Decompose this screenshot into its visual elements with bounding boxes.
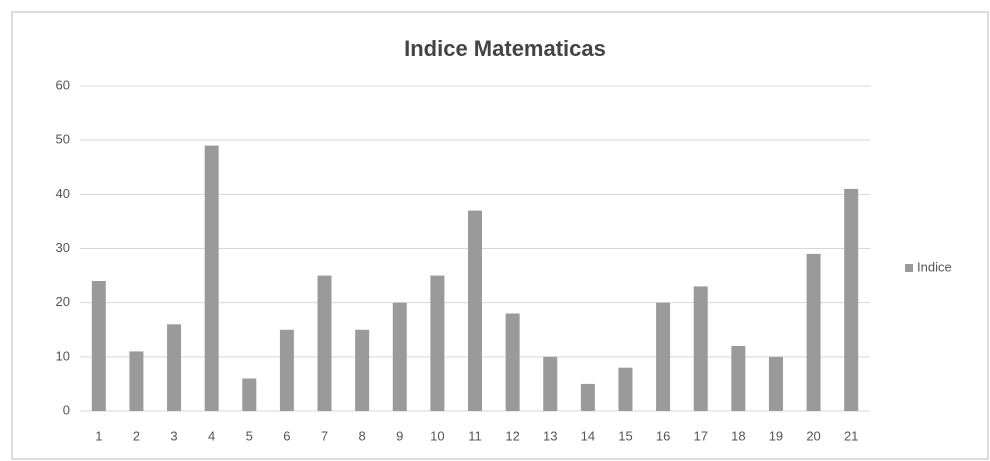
x-tick-label: 9 (396, 428, 403, 443)
bar (618, 367, 633, 411)
bar (430, 275, 445, 411)
x-tick-label: 19 (769, 428, 783, 443)
y-tick-label: 60 (56, 77, 70, 92)
x-tick-label: 8 (359, 428, 366, 443)
bar (317, 275, 332, 411)
bar (806, 253, 821, 411)
bar (392, 302, 407, 411)
x-tick-label: 18 (731, 428, 745, 443)
chart-frame (11, 11, 989, 460)
x-tick-label: 13 (543, 428, 557, 443)
bar (656, 302, 671, 411)
bar (505, 313, 520, 411)
bar (279, 329, 294, 411)
bar (242, 378, 257, 411)
bar (91, 281, 106, 411)
y-tick-label: 10 (56, 348, 70, 363)
x-tick-label: 4 (208, 428, 215, 443)
y-tick-label: 50 (56, 132, 70, 147)
bar (543, 356, 558, 411)
x-tick-label: 3 (170, 428, 177, 443)
bar (355, 329, 370, 411)
y-tick-label: 20 (56, 294, 70, 309)
y-tick-label: 40 (56, 186, 70, 201)
x-tick-label: 1 (95, 428, 102, 443)
bar (731, 346, 746, 411)
x-tick-label: 12 (505, 428, 519, 443)
bar (204, 145, 219, 412)
y-tick-label: 30 (56, 240, 70, 255)
chart-title: Indice Matematicas (404, 36, 606, 61)
x-tick-label: 10 (430, 428, 444, 443)
x-tick-label: 11 (468, 428, 482, 443)
x-tick-label: 15 (618, 428, 632, 443)
x-tick-label: 7 (321, 428, 328, 443)
bar (129, 351, 144, 411)
legend-label: Indice (917, 259, 952, 274)
bar (844, 188, 859, 411)
x-tick-label: 5 (246, 428, 253, 443)
bar (468, 210, 482, 411)
bar (768, 356, 783, 411)
bar (693, 286, 708, 411)
x-tick-label: 16 (656, 428, 670, 443)
x-tick-label: 21 (844, 428, 858, 443)
x-tick-label: 17 (693, 428, 707, 443)
bar (167, 324, 182, 411)
legend-swatch (905, 264, 913, 272)
y-tick-label: 0 (63, 402, 70, 417)
x-tick-label: 20 (806, 428, 820, 443)
x-tick-label: 14 (581, 428, 595, 443)
x-tick-label: 2 (133, 428, 140, 443)
bar (580, 383, 595, 411)
x-tick-label: 6 (283, 428, 290, 443)
